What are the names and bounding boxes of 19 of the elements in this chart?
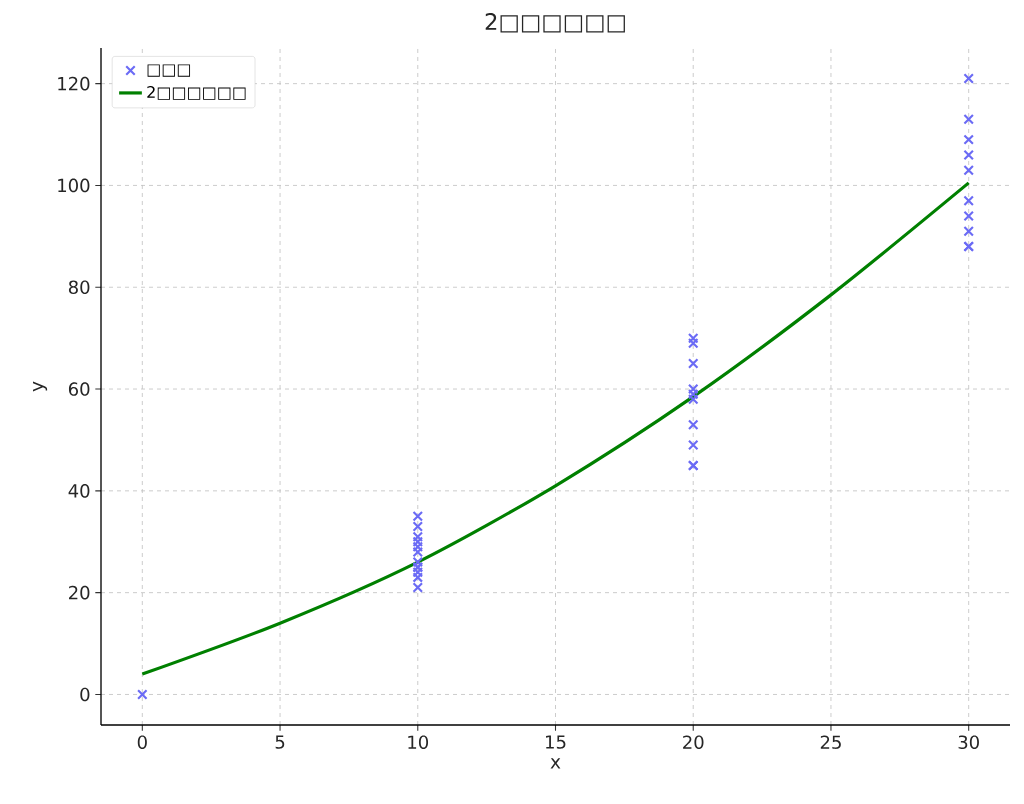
- x-tick-label: 25: [820, 735, 841, 750]
- y-tick-label: 120: [58, 76, 90, 91]
- chart-title: 2□□□□□□: [485, 13, 625, 33]
- x-tick-label: 0: [137, 735, 147, 750]
- y-tick-label: 0: [80, 687, 90, 702]
- x-tick-label: 30: [958, 735, 979, 750]
- y-tick-label: 40: [68, 484, 90, 498]
- y-tick-label: 100: [58, 178, 90, 193]
- legend-label: 2□□□□□□: [147, 86, 246, 100]
- y-axis-title: y: [33, 381, 48, 392]
- x-tick-label: 20: [683, 735, 704, 750]
- y-tick-label: 80: [68, 280, 90, 295]
- y-tick-label: 20: [69, 585, 90, 600]
- y-tick-label: 60: [68, 382, 90, 396]
- x-tick-label: 10: [408, 735, 429, 750]
- legend-label: □□□: [147, 64, 191, 77]
- x-tick-label: 5: [275, 735, 285, 749]
- x-tick-label: 15: [546, 735, 566, 749]
- x-axis-title: x: [550, 758, 561, 769]
